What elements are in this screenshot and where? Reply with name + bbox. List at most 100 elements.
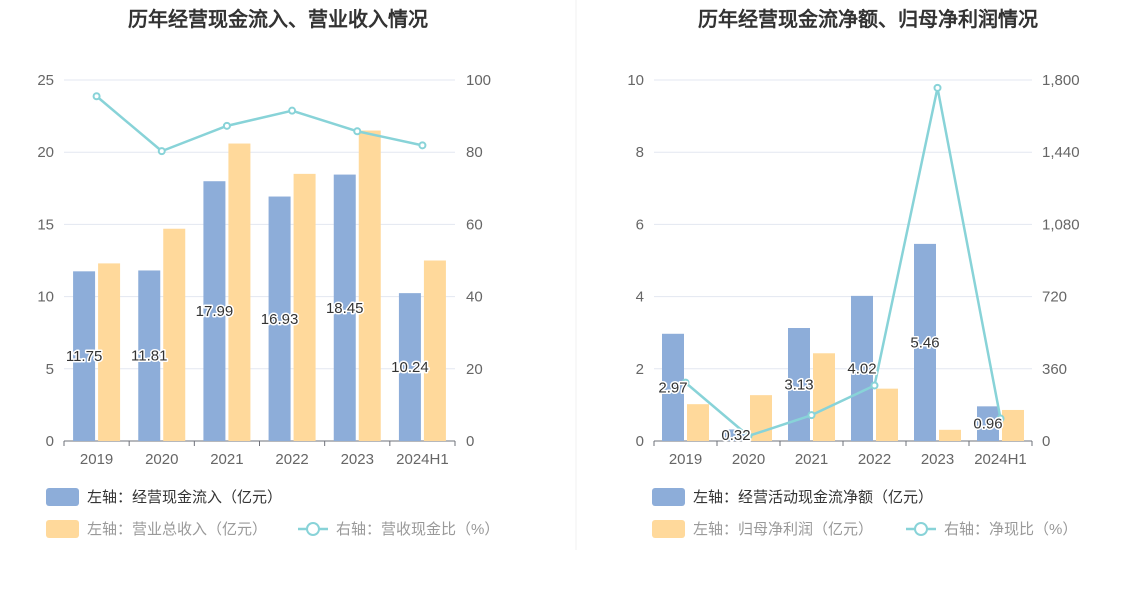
bar-左轴：归母净利润（亿元）	[939, 429, 961, 441]
category-label: 2020	[732, 451, 765, 468]
bar-左轴：经营现金流入（亿元）	[333, 174, 356, 441]
right-axis-tick-label: 0	[466, 433, 474, 450]
bar-左轴：营业总收入（亿元）	[293, 173, 316, 442]
legend-item: 右轴：净现比（%）	[906, 521, 1077, 538]
bar-左轴：归母净利润（亿元）	[687, 404, 709, 441]
legend-swatch	[652, 488, 685, 506]
bar-data-label: 2.97	[658, 379, 687, 396]
bar-左轴：经营活动现金流净额（亿元）	[851, 295, 873, 441]
left-axis-tick-label: 20	[37, 144, 54, 161]
right-axis-tick-label: 100	[466, 72, 491, 89]
category-label: 2019	[669, 451, 702, 468]
line-point	[681, 378, 690, 387]
legend-label: 右轴：营收现金比（%）	[336, 521, 499, 538]
line-右轴：净现比（%）	[684, 86, 1002, 438]
legend-label: 左轴：经营现金流入（亿元）	[87, 489, 282, 506]
bar-左轴：营业总收入（亿元）	[358, 130, 381, 442]
line-point	[222, 121, 231, 130]
bar-左轴：经营活动现金流净额（亿元）	[662, 333, 684, 441]
category-label: 2024H1	[396, 451, 449, 468]
legend-item: 左轴：经营活动现金流净额（亿元）	[652, 488, 933, 506]
legend-item: 右轴：营收现金比（%）	[298, 521, 499, 538]
line-point	[418, 141, 427, 150]
bar-data-label: 3.13	[784, 377, 813, 394]
chart-title: 历年经营现金流入、营业收入情况	[128, 7, 428, 31]
legend-label: 左轴：归母净利润（亿元）	[693, 521, 873, 538]
left-axis-tick-label: 15	[37, 216, 54, 233]
line-point	[92, 92, 101, 101]
line-point	[933, 83, 942, 92]
chart-title: 历年经营现金流净额、归母净利润情况	[698, 7, 1038, 31]
right-axis-tick-label: 20	[466, 361, 483, 378]
category-label: 2021	[210, 451, 243, 468]
legend-label: 左轴：营业总收入（亿元）	[87, 521, 267, 538]
bar-左轴：经营现金流入（亿元）	[203, 181, 226, 441]
line-point	[288, 106, 297, 115]
left-axis-tick-label: 25	[37, 72, 54, 89]
category-label: 2023	[921, 451, 954, 468]
right-axis-tick-label: 360	[1042, 361, 1067, 378]
category-label: 2020	[145, 451, 178, 468]
line-point	[807, 411, 816, 420]
right-axis-tick-label: 1,440	[1042, 144, 1080, 161]
left-axis-tick-label: 4	[636, 289, 644, 306]
bar-data-label: 5.46	[910, 334, 939, 351]
category-label: 2019	[80, 451, 113, 468]
line-point	[353, 127, 362, 136]
category-label: 2022	[858, 451, 891, 468]
legend-swatch	[652, 520, 685, 538]
left-axis-tick-label: 6	[636, 216, 644, 233]
bar-data-label: 16.93	[261, 311, 299, 328]
category-label: 2021	[795, 451, 828, 468]
legend-swatch	[46, 520, 79, 538]
bar-data-label: 0.96	[973, 416, 1002, 433]
line-point	[157, 147, 166, 156]
line-右轴：营收现金比（%）	[95, 95, 423, 153]
legend-swatch	[46, 488, 79, 506]
bar-左轴：营业总收入（亿元）	[98, 263, 121, 441]
legend-marker	[306, 522, 320, 536]
bar-data-label: 11.81	[131, 348, 167, 365]
bar-data-label: 0.32	[721, 427, 750, 444]
left-axis-tick-label: 10	[627, 72, 644, 89]
left-axis-tick-label: 8	[636, 144, 644, 161]
line-point	[996, 414, 1005, 423]
category-label: 2022	[275, 451, 308, 468]
legend-item: 左轴：营业总收入（亿元）	[46, 520, 267, 538]
bar-左轴：经营活动现金流净额（亿元）	[977, 406, 999, 441]
bar-左轴：营业总收入（亿元）	[423, 260, 446, 441]
line-point	[870, 381, 879, 390]
bar-data-label: 11.75	[66, 348, 102, 365]
bar-左轴：归母净利润（亿元）	[813, 353, 835, 441]
bar-左轴：经营现金流入（亿元）	[138, 270, 161, 441]
left-axis-tick-label: 5	[46, 361, 54, 378]
right-axis-tick-label: 60	[466, 216, 483, 233]
right-axis-tick-label: 40	[466, 289, 483, 306]
bar-左轴：经营现金流入（亿元）	[268, 196, 291, 441]
right-axis-tick-label: 1,080	[1042, 216, 1080, 233]
right-axis-tick-label: 0	[1042, 433, 1050, 450]
legend-marker	[914, 522, 928, 536]
legend-item: 左轴：归母净利润（亿元）	[652, 520, 873, 538]
bar-左轴：经营活动现金流净额（亿元）	[725, 429, 747, 441]
left-axis-tick-label: 0	[46, 433, 54, 450]
bar-左轴：营业总收入（亿元）	[228, 143, 251, 441]
bar-左轴：经营现金流入（亿元）	[73, 271, 96, 441]
right-axis-tick-label: 720	[1042, 289, 1067, 306]
right-axis-tick-label: 1,800	[1042, 72, 1080, 89]
left-axis-tick-label: 2	[636, 361, 644, 378]
bar-data-label: 18.45	[326, 300, 364, 317]
bar-左轴：归母净利润（亿元）	[876, 388, 898, 441]
bar-左轴：营业总收入（亿元）	[163, 228, 186, 441]
bar-data-label: 4.02	[847, 360, 876, 377]
legend-item: 左轴：经营现金流入（亿元）	[46, 488, 282, 506]
bar-data-label: 17.99	[196, 303, 234, 320]
line-point	[744, 431, 753, 440]
left-axis-tick-label: 0	[636, 433, 644, 450]
chart-right: 历年经营现金流净额、归母净利润情况 0 0 2 360 4 720 6 1,080 8 1,440 1…	[627, 7, 1080, 538]
legend-label: 左轴：经营活动现金流净额（亿元）	[693, 489, 933, 506]
category-label: 2023	[341, 451, 374, 468]
bar-左轴：经营现金流入（亿元）	[398, 293, 421, 441]
